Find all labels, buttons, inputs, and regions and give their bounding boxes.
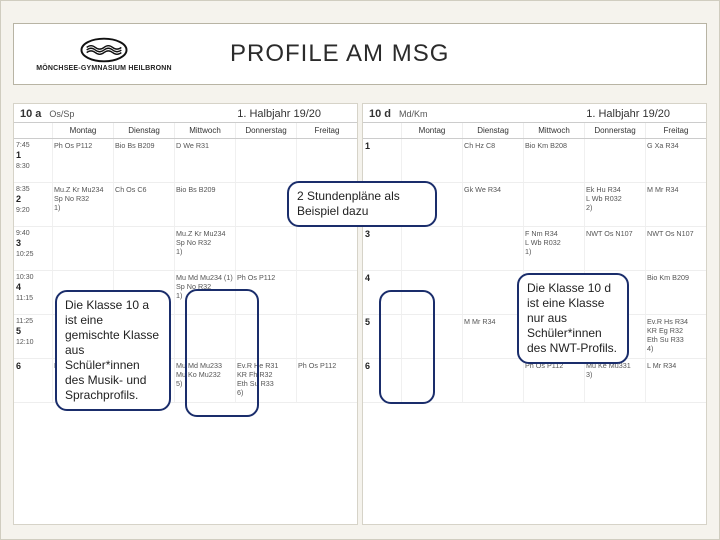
tt-cell: F Nm R34 L Wb R032 1) [523,227,584,270]
logo-icon [78,37,130,63]
tt-cell [296,315,357,358]
period-time: 10:30411:15 [14,271,52,314]
tt-cell [462,359,523,402]
tt-cell: L Mr R34 [645,359,706,402]
tt-cell: Bio Bs B209 [113,139,174,182]
day: Mittwoch [174,123,235,138]
tt-cell: G Xa R34 [645,139,706,182]
tt-cell: M Mr R34 [462,315,523,358]
page-title: PROFILE AM MSG [230,40,449,68]
tt-cell: Mu.Z Kr Mu234 Sp No R32 1) [174,227,235,270]
callout-left: Die Klasse 10 a ist eine gemischte Klass… [55,290,171,411]
tt-cell [235,227,296,270]
day-header: Montag Dienstag Mittwoch Donnerstag Frei… [14,123,357,139]
tt-header: 10 d Md/Km 1. Halbjahr 19/20 [363,104,706,123]
tt-cell [113,227,174,270]
callout-text: 2 Stundenpläne als Beispiel dazu [297,189,400,218]
class-sub: Md/Km [399,109,428,119]
tt-cell: Bio Km B209 [645,271,706,314]
tt-cell: M Mr R34 [645,183,706,226]
tt-cell: NWT Os N107 [645,227,706,270]
day: Donnerstag [584,123,645,138]
tt-cell [523,183,584,226]
callout-text: Die Klasse 10 a ist eine gemischte Klass… [65,298,159,402]
period-time: 1 [363,139,401,182]
tt-row: 7:4518:30Ph Os P112Bio Bs B209D We R31 [14,139,357,183]
class-label: 10 a [20,108,41,120]
highlight-box-mid [379,290,435,404]
class-sub: Os/Sp [49,109,74,119]
tt-cell [462,271,523,314]
callout-text: Die Klasse 10 d ist eine Klasse nur aus … [527,281,617,355]
slide: MÖNCHSEE-GYMNASIUM HEILBRONN PROFILE AM … [0,0,720,540]
tt-cell: Gk We R34 [462,183,523,226]
tt-cell [52,227,113,270]
day: Freitag [296,123,357,138]
callout-right: Die Klasse 10 d ist eine Klasse nur aus … [517,273,629,364]
tt-cell: D We R31 [174,139,235,182]
tt-cell [401,139,462,182]
tt-cell: Ch Hz C8 [462,139,523,182]
tt-cell [296,139,357,182]
tt-cell: NWT Os N107 [584,227,645,270]
day: Dienstag [462,123,523,138]
tt-cell [296,227,357,270]
day-header: Montag Dienstag Mittwoch Donnerstag Frei… [363,123,706,139]
highlight-box-left [185,289,259,417]
tt-cell [462,227,523,270]
day: Montag [52,123,113,138]
tt-cell: Ek Hu R34 L Wb R032 2) [584,183,645,226]
day: Montag [401,123,462,138]
day: Mittwoch [523,123,584,138]
callout-center: 2 Stundenpläne als Beispiel dazu [287,181,437,227]
semester: 1. Halbjahr 19/20 [237,108,321,120]
period-time: 6 [14,359,52,402]
tt-cell: Mu Ke Mu331 3) [584,359,645,402]
tt-cell: Ph Os P112 [523,359,584,402]
tt-row: 3F Nm R34 L Wb R032 1)NWT Os N107NWT Os … [363,227,706,271]
period-time: 11:25512:10 [14,315,52,358]
semester: 1. Halbjahr 19/20 [586,108,670,120]
day: Freitag [645,123,706,138]
tt-row: 1 Ch Hz C8Bio Km B208 G Xa R34 [363,139,706,183]
period-time: 3 [363,227,401,270]
tt-cell [401,227,462,270]
tt-cell: Ev.R Hs R34 KR Eg R32 Eth Su R33 4) [645,315,706,358]
tt-cell [296,271,357,314]
tt-cell: Ph Os P112 [52,139,113,182]
header: MÖNCHSEE-GYMNASIUM HEILBRONN PROFILE AM … [13,23,707,85]
day: Dienstag [113,123,174,138]
period-time: 7:4518:30 [14,139,52,182]
tt-row: 9:40310:25 Mu.Z Kr Mu234 Sp No R32 1) [14,227,357,271]
tt-cell [235,139,296,182]
tt-cell: Ph Os P112 [296,359,357,402]
day: Donnerstag [235,123,296,138]
tt-cell: Mu.Z Kr Mu234 Sp No R32 1) [52,183,113,226]
class-label: 10 d [369,108,391,120]
tt-cell: Bio Km B208 [523,139,584,182]
period-time: 8:3529:20 [14,183,52,226]
logo-text: MÖNCHSEE-GYMNASIUM HEILBRONN [36,65,172,72]
school-logo: MÖNCHSEE-GYMNASIUM HEILBRONN [14,33,194,76]
tt-cell [584,139,645,182]
tt-cell: Bio Bs B209 [174,183,235,226]
tt-cell: Ch Os C6 [113,183,174,226]
tt-header: 10 a Os/Sp 1. Halbjahr 19/20 [14,104,357,123]
period-time: 9:40310:25 [14,227,52,270]
